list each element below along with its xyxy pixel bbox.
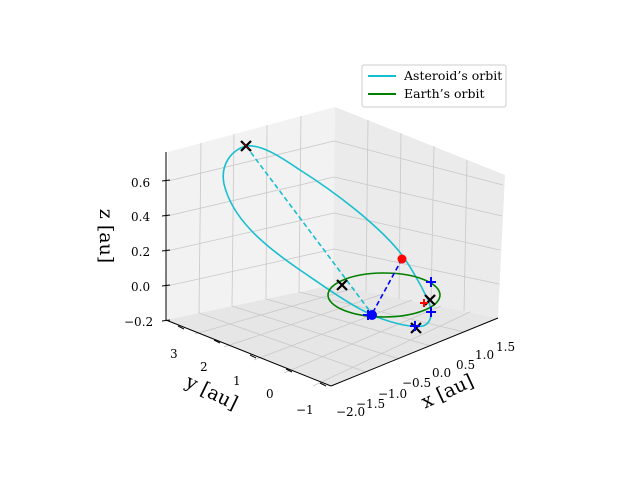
x-tick-label: 1.0: [475, 348, 494, 362]
y-tick-label: 3: [170, 347, 178, 361]
legend-box: [361, 64, 507, 108]
y-tick-label: −1: [296, 403, 314, 417]
z-tick-label: −0.2: [124, 315, 153, 329]
x-tick-label: 1.5: [496, 340, 515, 354]
earth-orbit: [327, 272, 441, 318]
z-ticks: −0.2 0.0 0.2 0.4 0.6: [124, 176, 171, 329]
orbits: [222, 145, 441, 328]
y-tick-label: 0: [266, 387, 274, 401]
y-ticks: −1 0 1 2 3: [170, 325, 327, 417]
apsidal-line: [245, 145, 373, 315]
asteroid-orbit: [222, 145, 432, 328]
left-pane: [166, 107, 335, 320]
legend-label-earth: Earth’s orbit: [404, 86, 485, 101]
x-tick-label: −1.5: [356, 397, 385, 411]
x-tick-label: −1.0: [378, 387, 407, 401]
x-tick-label: −2.0: [336, 405, 365, 419]
z-tick-label: 0.0: [131, 280, 150, 294]
x-axis-line: [330, 317, 499, 387]
x-tick-label: −0.5: [402, 376, 431, 390]
legend: Asteroid’s orbit Earth’s orbit: [361, 64, 507, 108]
markers: [240, 140, 436, 334]
plus-marker-red: [420, 299, 428, 307]
axes-panes: [166, 107, 505, 386]
z-tick-label: 0.6: [131, 176, 150, 190]
right-pane: [333, 107, 505, 318]
plus-marker: [363, 277, 436, 331]
z-tick-label: 0.4: [131, 210, 150, 224]
asteroid-position-dot: [397, 254, 407, 264]
floor-pane: [166, 285, 498, 386]
legend-label-asteroid: Asteroid’s orbit: [403, 68, 502, 83]
x-tick-label: 0.5: [456, 358, 475, 372]
cross-marker-red: [242, 142, 250, 150]
y-axis-line: [165, 319, 332, 387]
earth-asteroid-line: [371, 258, 403, 315]
y-tick-label: 2: [200, 360, 208, 374]
x-ticks: −2.0 −1.5 −1.0 −0.5 0.0 0.5 1.0 1.5: [336, 340, 515, 419]
cross-marker: [240, 140, 436, 334]
x-tick-label: 0.0: [432, 366, 451, 380]
y-tick-label: 1: [233, 374, 241, 388]
z-axis-label: z [au]: [95, 209, 117, 263]
z-tick-label: 0.2: [131, 245, 150, 259]
